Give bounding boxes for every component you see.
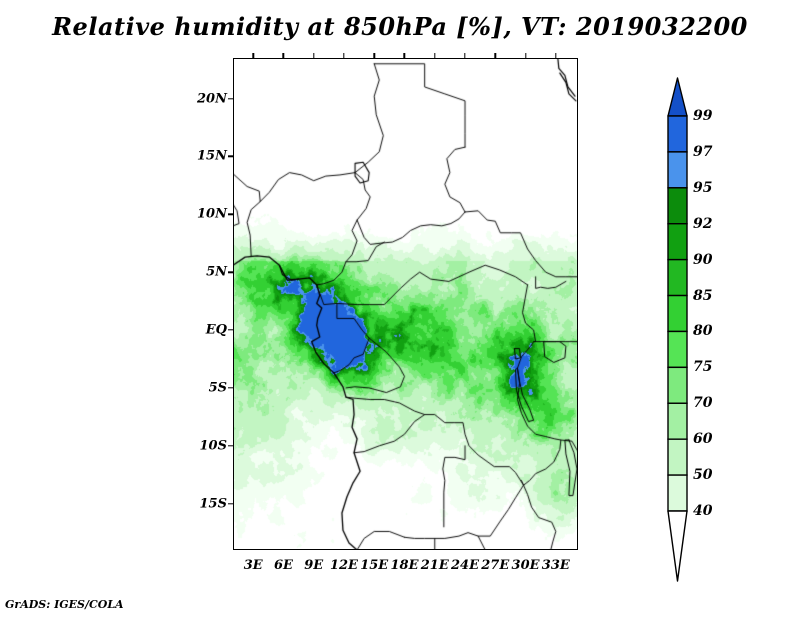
lat-tick-label-20N: 20N: [197, 91, 227, 107]
colorbar-tick-90: 90: [693, 251, 713, 268]
humidity-field-canvas: [233, 58, 578, 550]
lon-tick-label-24E: 24E: [451, 558, 480, 573]
lon-tick-label-15E: 15E: [360, 558, 389, 573]
colorbar-tick-75: 75: [693, 359, 713, 376]
colorbar-tick-80: 80: [693, 323, 713, 340]
page-title: Relative humidity at 850hPa [%], VT: 201…: [52, 12, 748, 41]
colorbar-tick-95: 95: [693, 179, 713, 196]
lon-tick-mark: [343, 53, 345, 58]
colorbar-tick-97: 97: [693, 143, 713, 160]
lat-tick-mark: [228, 445, 233, 447]
colorbar: 99 97 95 92 90 85 80 75 70 60 50 40: [667, 76, 712, 582]
lat-tick-label-15N: 15N: [197, 148, 227, 164]
lat-tick-label-EQ: EQ: [205, 322, 227, 338]
lat-tick-mark: [228, 387, 233, 389]
colorbar-tick-40: 40: [693, 503, 713, 519]
colorbar-tick-70: 70: [693, 395, 713, 412]
colorbar-tick-99: 99: [693, 108, 713, 124]
footer-credit: GrADS: IGES/COLA: [5, 598, 124, 611]
lon-tick-label-27E: 27E: [481, 558, 510, 573]
lon-tick-label-9E: 9E: [304, 558, 324, 573]
lat-tick-label-15S: 15S: [199, 496, 227, 512]
lon-tick-label-12E: 12E: [329, 558, 358, 573]
colorbar-tick-50: 50: [693, 467, 713, 484]
lon-tick-mark: [403, 53, 406, 58]
lat-tick-mark: [228, 213, 233, 215]
lat-tick-mark: [228, 271, 233, 273]
lon-tick-mark: [373, 53, 375, 58]
colorbar-tick-85: 85: [693, 287, 713, 304]
lat-tick-label-10S: 10S: [199, 438, 227, 454]
lon-tick-mark: [312, 53, 315, 58]
colorbar-tick-92: 92: [693, 215, 713, 232]
colorbar-tick-60: 60: [693, 431, 713, 448]
lon-tick-label-6E: 6E: [273, 558, 293, 573]
lat-tick-mark: [228, 329, 233, 331]
lat-tick-mark: [228, 97, 233, 100]
lon-tick-mark: [282, 53, 285, 58]
colorbar-swatches: [667, 77, 688, 582]
lon-tick-label-21E: 21E: [420, 558, 449, 573]
lat-tick-label-5S: 5S: [208, 380, 227, 396]
lon-tick-label-33E: 33E: [541, 558, 570, 573]
lat-tick-label-10N: 10N: [197, 206, 227, 222]
lon-tick-label-18E: 18E: [390, 558, 419, 573]
lon-tick-label-30E: 30E: [511, 558, 540, 573]
lon-tick-mark: [555, 53, 557, 58]
lon-tick-mark: [434, 53, 436, 58]
lat-tick-label-5N: 5N: [206, 264, 227, 280]
lon-tick-mark: [464, 53, 466, 58]
lat-tick-mark: [228, 502, 233, 505]
map-plot-area: 20N 15N 10N 5N EQ 5S 10S 15S 3E 6E 9E 12E 15E 18E 21E…: [197, 53, 578, 573]
lon-tick-mark: [524, 53, 527, 58]
lat-tick-mark: [228, 155, 233, 158]
lon-tick-label-3E: 3E: [243, 558, 263, 573]
lon-tick-mark: [494, 53, 496, 58]
lon-tick-mark: [252, 53, 254, 58]
